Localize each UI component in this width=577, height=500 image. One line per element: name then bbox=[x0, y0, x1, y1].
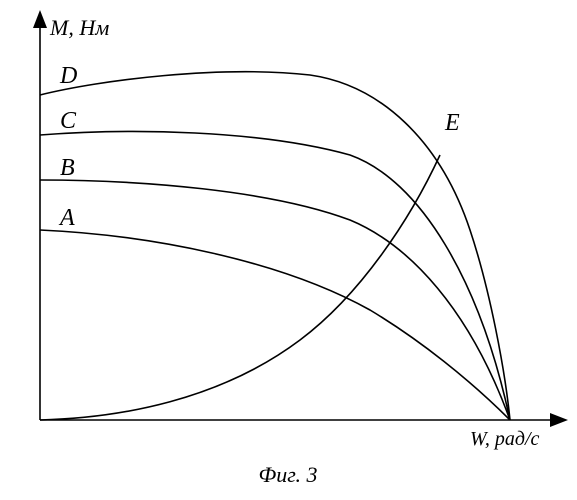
curve-c bbox=[40, 132, 510, 420]
figure-3: М, Нм W, рад/с D C B A E Фиг. 3 bbox=[0, 0, 577, 500]
x-axis-arrow bbox=[550, 413, 568, 427]
curve-label-b: B bbox=[60, 155, 75, 181]
chart-svg: М, Нм W, рад/с D C B A E Фиг. 3 bbox=[0, 0, 577, 500]
curve-label-c: C bbox=[60, 108, 77, 134]
curve-a bbox=[40, 230, 510, 420]
curve-b bbox=[40, 180, 510, 420]
curve-label-e: E bbox=[444, 110, 460, 136]
x-axis-label: W, рад/с bbox=[470, 428, 539, 450]
curve-d bbox=[40, 72, 510, 420]
curve-label-d: D bbox=[59, 63, 77, 89]
curve-e-lower bbox=[40, 155, 440, 420]
y-axis-arrow bbox=[33, 10, 47, 28]
y-axis-label: М, Нм bbox=[49, 15, 109, 40]
curve-label-a: A bbox=[58, 205, 75, 231]
figure-caption: Фиг. 3 bbox=[259, 462, 318, 487]
